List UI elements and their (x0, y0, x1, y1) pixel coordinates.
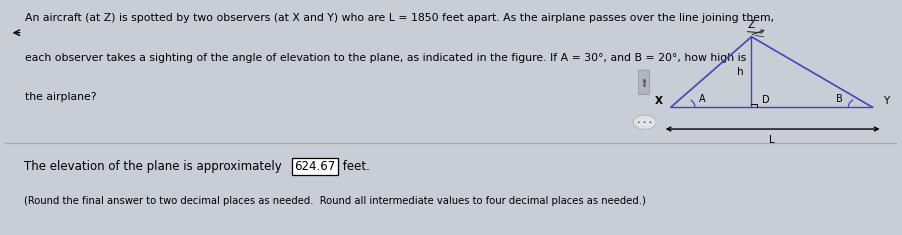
Text: h: h (736, 67, 742, 77)
Text: D: D (760, 95, 769, 105)
Text: 624.67: 624.67 (294, 160, 336, 173)
Text: feet.: feet. (339, 160, 370, 173)
Text: X: X (654, 96, 662, 106)
Text: A: A (698, 94, 704, 104)
Text: Y: Y (882, 96, 888, 106)
Text: each observer takes a sighting of the angle of elevation to the plane, as indica: each observer takes a sighting of the an… (25, 53, 746, 63)
Text: The elevation of the plane is approximately: The elevation of the plane is approximat… (24, 160, 285, 173)
Text: Z: Z (747, 20, 754, 30)
Text: the airplane?: the airplane? (25, 93, 97, 102)
Ellipse shape (632, 115, 656, 129)
Text: (Round the final answer to two decimal places as needed.  Round all intermediate: (Round the final answer to two decimal p… (24, 196, 645, 206)
Text: • • •: • • • (637, 120, 651, 125)
Text: L: L (768, 135, 774, 145)
Text: An aircraft (at Z) is spotted by two observers (at X and Y) who are L = 1850 fee: An aircraft (at Z) is spotted by two obs… (25, 13, 773, 23)
FancyBboxPatch shape (638, 70, 649, 94)
Text: B: B (835, 94, 842, 104)
